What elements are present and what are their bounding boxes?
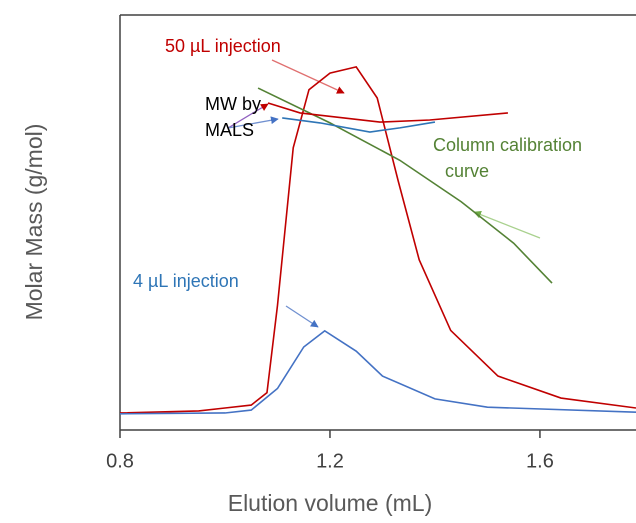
arrows [227, 59, 541, 328]
series-line [267, 102, 508, 123]
arrow [285, 305, 319, 328]
x-axis-title: Elution volume (mL) [228, 490, 433, 516]
annotation: 50 µL injection [165, 36, 281, 56]
y-axis-title: Molar Mass (g/mol) [21, 124, 47, 321]
series-line [119, 65, 636, 414]
annotation: curve [445, 161, 489, 181]
x-tick-label: 0.8 [106, 450, 134, 472]
axes [119, 14, 636, 431]
arrow [473, 210, 541, 239]
series-line [119, 329, 636, 415]
x-tick-label: 1.6 [526, 450, 554, 472]
x-tick-label: 1.2 [316, 450, 344, 472]
arrow [227, 103, 269, 129]
annotation: Column calibration [433, 135, 582, 155]
annotation: MALS [205, 120, 254, 140]
arrow [271, 59, 345, 94]
arrow [227, 116, 279, 129]
series-line [282, 117, 436, 133]
annotation: MW by [205, 94, 261, 114]
annotation: 4 µL injection [133, 271, 239, 291]
series-line [257, 87, 553, 284]
